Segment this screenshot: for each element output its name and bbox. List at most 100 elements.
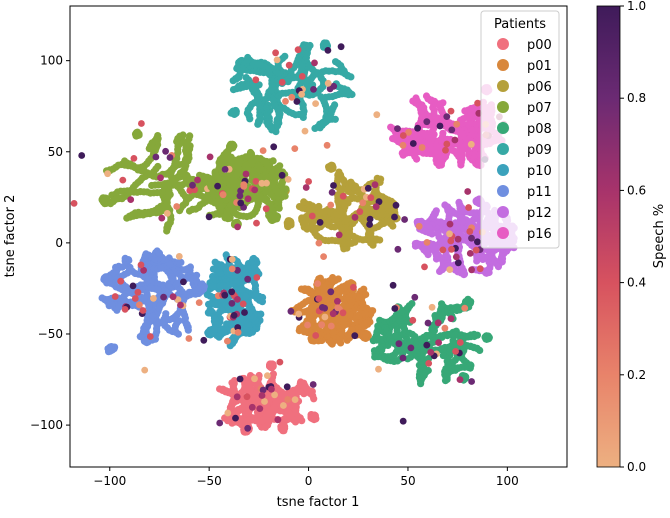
speech-point	[244, 195, 252, 203]
speech-point	[219, 191, 227, 199]
data-point	[114, 303, 123, 312]
speech-point	[228, 265, 236, 273]
speech-point	[392, 201, 400, 209]
data-point	[332, 58, 340, 66]
speech-point	[157, 174, 164, 182]
speech-point	[327, 322, 335, 330]
data-point	[244, 379, 252, 387]
speech-point	[121, 306, 129, 313]
speech-point	[233, 393, 241, 401]
speech-point	[78, 152, 86, 159]
speech-point	[375, 198, 383, 206]
speech-point	[399, 417, 407, 425]
speech-point	[237, 199, 245, 207]
speech-point	[119, 176, 127, 184]
speech-point	[282, 97, 289, 105]
speech-point	[111, 293, 119, 300]
speech-point	[298, 73, 306, 80]
data-point	[292, 403, 300, 411]
data-point	[268, 363, 276, 371]
speech-point	[131, 295, 139, 302]
speech-point	[316, 219, 324, 226]
speech-point	[351, 332, 359, 340]
data-point	[210, 325, 218, 334]
speech-point	[150, 295, 157, 302]
data-point	[251, 292, 259, 300]
speech-point	[130, 155, 138, 162]
speech-point	[271, 391, 278, 399]
speech-point	[327, 288, 335, 296]
speech-point	[391, 305, 399, 312]
speech-point	[424, 319, 432, 327]
speech-point	[375, 365, 382, 373]
speech-point	[136, 301, 143, 309]
speech-point	[391, 213, 398, 221]
speech-point	[280, 402, 287, 409]
data-point	[361, 333, 369, 341]
speech-point	[206, 153, 214, 161]
speech-point	[241, 309, 248, 316]
speech-point	[302, 184, 310, 191]
speech-point	[335, 231, 343, 239]
speech-point	[356, 208, 364, 216]
speech-point	[224, 337, 231, 345]
speech-point	[339, 192, 347, 200]
data-point	[449, 337, 457, 345]
speech-point	[456, 376, 464, 383]
speech-point	[230, 312, 238, 319]
speech-point	[373, 111, 381, 119]
data-point	[284, 78, 292, 86]
speech-point	[169, 293, 177, 301]
speech-point	[330, 182, 337, 189]
speech-point	[301, 127, 309, 135]
speech-point	[304, 321, 311, 329]
speech-point	[312, 332, 320, 339]
speech-point	[364, 184, 372, 192]
speech-point	[139, 307, 147, 314]
speech-point	[177, 301, 184, 309]
data-point	[236, 158, 244, 166]
speech-point	[337, 43, 345, 51]
speech-point	[315, 239, 323, 247]
speech-point	[258, 179, 266, 187]
data-point	[229, 107, 237, 115]
speech-point	[141, 366, 149, 374]
data-point	[163, 199, 171, 207]
speech-point	[244, 424, 252, 432]
cluster-p00	[216, 358, 320, 436]
speech-point	[371, 181, 379, 189]
speech-point	[435, 339, 442, 346]
speech-point	[324, 79, 332, 87]
data-point	[327, 162, 335, 170]
data-point	[347, 178, 355, 186]
speech-point	[228, 288, 236, 296]
cluster-p11	[98, 247, 208, 374]
speech-point	[195, 299, 203, 306]
speech-point	[232, 414, 239, 422]
speech-point	[127, 196, 135, 204]
speech-point	[158, 214, 166, 222]
data-point	[286, 218, 295, 226]
speech-point	[294, 46, 302, 54]
speech-point	[285, 61, 293, 69]
speech-point	[283, 383, 291, 391]
speech-point	[425, 360, 433, 367]
speech-point	[399, 354, 407, 362]
speech-point	[334, 297, 341, 305]
speech-point	[327, 201, 335, 209]
speech-point	[276, 358, 284, 366]
speech-point	[394, 245, 402, 253]
data-point	[106, 345, 114, 353]
speech-point	[162, 147, 170, 155]
speech-point	[129, 282, 137, 290]
speech-point	[258, 392, 266, 399]
speech-point	[329, 310, 337, 318]
speech-point	[228, 256, 236, 263]
speech-point	[242, 170, 250, 178]
speech-point	[244, 275, 252, 283]
data-point	[343, 232, 351, 240]
speech-point	[251, 375, 258, 383]
speech-point	[328, 189, 336, 196]
speech-point	[395, 340, 403, 348]
